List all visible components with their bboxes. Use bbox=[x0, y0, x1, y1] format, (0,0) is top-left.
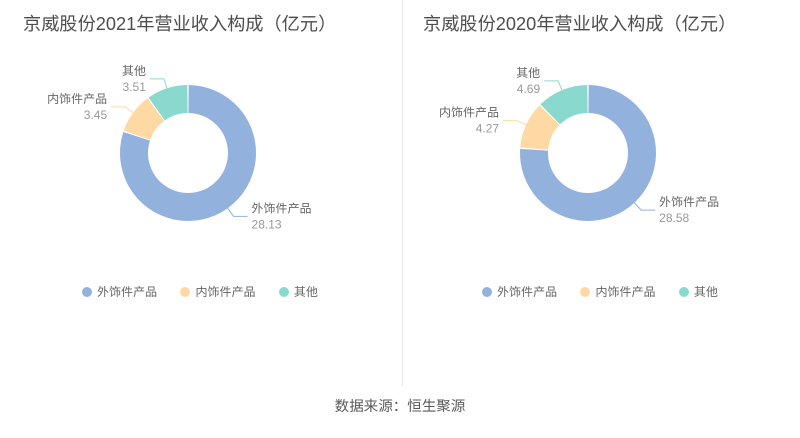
svg-text:28.13: 28.13 bbox=[252, 217, 282, 231]
svg-text:内饰件产品: 内饰件产品 bbox=[47, 92, 107, 106]
svg-text:其他: 其他 bbox=[122, 64, 146, 78]
svg-text:4.27: 4.27 bbox=[476, 122, 500, 136]
svg-text:4.69: 4.69 bbox=[517, 82, 541, 96]
svg-text:外饰件产品: 外饰件产品 bbox=[659, 195, 719, 209]
svg-text:其他: 其他 bbox=[516, 66, 540, 80]
svg-text:3.45: 3.45 bbox=[84, 108, 108, 122]
svg-text:内饰件产品: 内饰件产品 bbox=[439, 106, 499, 120]
svg-text:3.51: 3.51 bbox=[123, 80, 147, 94]
svg-text:外饰件产品: 外饰件产品 bbox=[252, 201, 312, 215]
svg-text:28.58: 28.58 bbox=[659, 211, 689, 225]
